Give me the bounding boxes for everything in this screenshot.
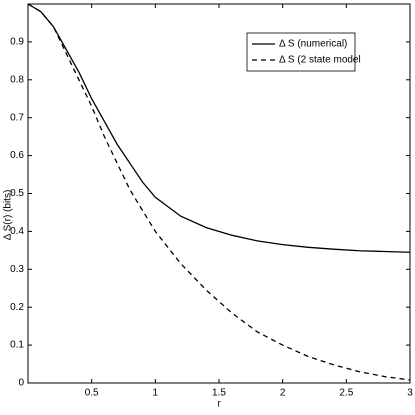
- x-tick-label: 0.5: [85, 388, 99, 399]
- legend-box: [246, 32, 356, 72]
- y-tick-label: 0.7: [10, 112, 24, 123]
- y-tick-label: 0.3: [10, 264, 24, 275]
- y-tick-label: 0.2: [10, 302, 24, 313]
- y-axis-label: Δ S(r) (bits): [3, 190, 14, 241]
- y-tick-label: 0.6: [10, 150, 24, 161]
- x-tick-label: 1: [153, 388, 159, 399]
- x-tick-label: 1.5: [212, 388, 226, 399]
- x-tick-label: 3: [407, 388, 413, 399]
- x-axis-label: r: [217, 399, 221, 410]
- line-series: [27, 3, 411, 253]
- legend-label: Δ S (2 state model: [279, 55, 361, 66]
- line-series: [27, 3, 411, 381]
- y-tick-label: 0: [18, 378, 24, 389]
- y-tick-label: 0.8: [10, 74, 24, 85]
- x-tick-label: 2.5: [339, 388, 353, 399]
- y-tick-label: 0.9: [10, 37, 24, 48]
- y-tick-label: 0.5: [10, 188, 24, 199]
- y-tick-label: 0.4: [10, 226, 24, 237]
- y-tick-label: 0.1: [10, 340, 24, 351]
- x-tick-label: 2: [280, 388, 286, 399]
- legend-label: Δ S (numerical): [279, 39, 347, 50]
